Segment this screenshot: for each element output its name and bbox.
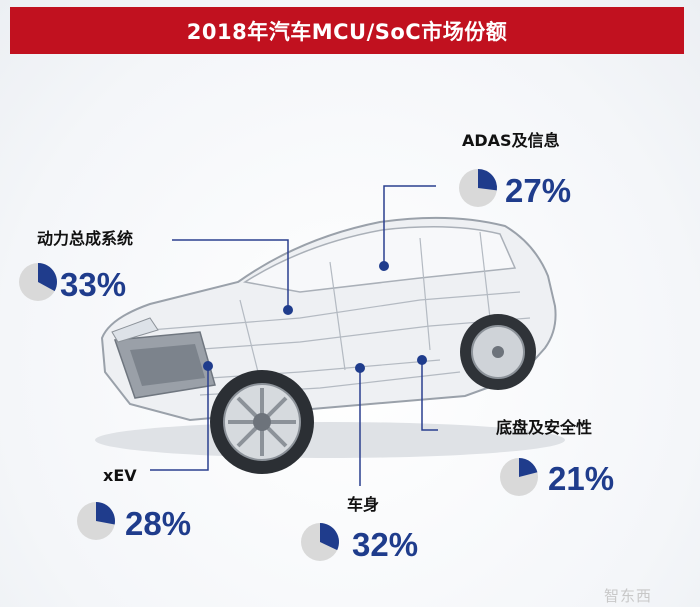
watermark-text: 智东西 [604, 587, 653, 605]
car-shadow [95, 422, 565, 458]
pie-slice-body [320, 523, 339, 551]
connector-adas [383, 185, 436, 266]
dot-powertrain [283, 305, 293, 315]
pie-marks [19, 169, 538, 561]
label-body: 车身 [347, 495, 380, 514]
connector-powertrain [172, 239, 289, 310]
front-wheel [210, 370, 314, 474]
rear-wheel [460, 314, 536, 390]
label-chassis: 底盘及安全性 [496, 418, 593, 437]
pie-slice-chassis [519, 458, 538, 477]
pie-slice-adas [478, 169, 497, 191]
car-roof [242, 226, 517, 293]
dot-xev [203, 361, 213, 371]
label-xev: xEV [103, 466, 137, 485]
pie-slice-xev [96, 502, 115, 525]
value-body: 32% [352, 526, 419, 563]
dot-adas [379, 261, 389, 271]
pie-slice-powertrain [38, 263, 57, 292]
label-powertrain: 动力总成系统 [37, 229, 134, 248]
label-adas: ADAS及信息 [462, 131, 560, 150]
value-powertrain: 33% [60, 266, 127, 303]
connector-lines [150, 185, 438, 486]
car-frame-lines [149, 231, 531, 396]
connector-xev [150, 366, 209, 471]
connector-dots [203, 261, 427, 373]
title-banner: 2018年汽车MCU/SoC市场份额 [10, 7, 684, 54]
value-adas: 27% [505, 172, 572, 209]
headlight [111, 317, 159, 343]
chart-title: 2018年汽车MCU/SoC市场份额 [186, 19, 508, 44]
value-xev: 28% [125, 505, 192, 542]
connector-chassis [421, 360, 438, 431]
value-chassis: 21% [548, 460, 615, 497]
dot-body [355, 363, 365, 373]
dot-chassis [417, 355, 427, 365]
